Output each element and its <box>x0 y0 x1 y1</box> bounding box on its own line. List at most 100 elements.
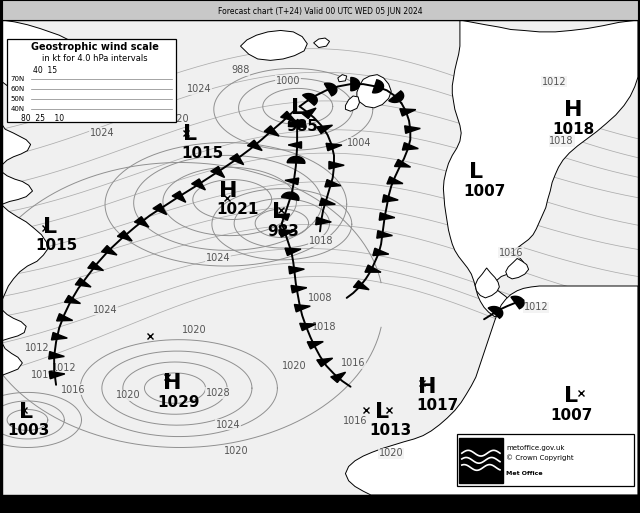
Text: 1018: 1018 <box>549 136 574 146</box>
Text: 1020: 1020 <box>379 448 404 458</box>
Text: 1024: 1024 <box>93 305 117 315</box>
Text: 1016: 1016 <box>499 248 523 258</box>
Polygon shape <box>329 162 344 169</box>
Text: 1017: 1017 <box>417 398 459 413</box>
Polygon shape <box>506 259 529 279</box>
Text: 1016: 1016 <box>343 417 367 426</box>
Polygon shape <box>511 297 524 309</box>
Polygon shape <box>294 305 310 312</box>
Polygon shape <box>383 195 398 202</box>
Polygon shape <box>117 231 132 241</box>
Polygon shape <box>88 262 104 270</box>
Text: 1024: 1024 <box>216 420 240 430</box>
Polygon shape <box>317 125 332 133</box>
Polygon shape <box>172 191 186 202</box>
Polygon shape <box>303 93 317 105</box>
Polygon shape <box>2 125 31 165</box>
Text: 1021: 1021 <box>216 203 259 218</box>
Polygon shape <box>488 307 503 318</box>
Polygon shape <box>324 83 337 96</box>
Polygon shape <box>65 295 81 304</box>
Text: 1016: 1016 <box>61 385 86 394</box>
Text: 40N: 40N <box>10 106 24 112</box>
Text: 1012: 1012 <box>52 363 77 373</box>
Polygon shape <box>241 30 307 61</box>
Text: Met Office: Met Office <box>506 470 543 476</box>
Text: 60N: 60N <box>10 86 24 92</box>
Text: 80  25    10: 80 25 10 <box>21 114 64 123</box>
Text: 1020: 1020 <box>182 325 206 334</box>
Text: H: H <box>218 181 237 201</box>
Text: H: H <box>417 377 436 397</box>
Text: metoffice.gov.uk
© Crown Copyright: metoffice.gov.uk © Crown Copyright <box>506 445 574 461</box>
Polygon shape <box>279 230 295 237</box>
Text: L: L <box>375 402 389 422</box>
Polygon shape <box>2 20 72 111</box>
Polygon shape <box>2 343 22 376</box>
Polygon shape <box>56 313 73 321</box>
Polygon shape <box>338 74 347 82</box>
Polygon shape <box>2 205 48 300</box>
Text: 1020: 1020 <box>282 361 307 371</box>
Text: 1007: 1007 <box>463 184 505 199</box>
Polygon shape <box>388 91 404 103</box>
Text: 40  15: 40 15 <box>33 66 57 75</box>
Text: 1024: 1024 <box>90 128 115 138</box>
Text: 1000: 1000 <box>276 76 300 86</box>
Polygon shape <box>301 108 316 119</box>
Polygon shape <box>317 358 333 367</box>
Polygon shape <box>300 323 316 330</box>
Bar <box>7 39 175 122</box>
Text: 988: 988 <box>231 65 250 75</box>
Polygon shape <box>319 198 335 205</box>
Polygon shape <box>353 281 369 290</box>
Polygon shape <box>51 332 67 340</box>
Text: 1029: 1029 <box>157 395 200 410</box>
Text: 1016: 1016 <box>341 358 365 368</box>
Polygon shape <box>211 166 225 177</box>
Text: 1028: 1028 <box>206 388 230 398</box>
Polygon shape <box>289 266 305 274</box>
Text: 70N: 70N <box>10 76 24 82</box>
Text: 1024: 1024 <box>206 253 230 264</box>
Polygon shape <box>372 80 383 93</box>
Polygon shape <box>404 126 420 133</box>
Polygon shape <box>394 160 410 167</box>
Polygon shape <box>444 20 638 317</box>
Polygon shape <box>49 351 65 359</box>
Text: L: L <box>291 98 305 118</box>
Text: 983: 983 <box>267 224 299 239</box>
Text: 1015: 1015 <box>181 146 223 161</box>
Text: 1020: 1020 <box>164 114 189 124</box>
Polygon shape <box>76 278 91 287</box>
Text: H: H <box>564 100 582 120</box>
Polygon shape <box>2 310 26 341</box>
Polygon shape <box>377 231 392 238</box>
Text: L: L <box>182 124 196 144</box>
Polygon shape <box>288 120 306 127</box>
Text: 1015: 1015 <box>35 238 77 253</box>
Text: L: L <box>564 386 579 406</box>
Polygon shape <box>282 192 299 201</box>
Polygon shape <box>291 285 307 293</box>
Text: L: L <box>271 202 285 222</box>
Text: 1008: 1008 <box>308 293 332 303</box>
Text: 985: 985 <box>286 120 318 134</box>
Text: 50N: 50N <box>10 96 24 102</box>
Text: 1020: 1020 <box>224 446 248 456</box>
Bar <box>460 438 502 483</box>
Polygon shape <box>325 180 341 187</box>
Polygon shape <box>346 286 638 495</box>
Polygon shape <box>316 217 332 225</box>
Polygon shape <box>134 216 149 227</box>
Polygon shape <box>281 111 296 122</box>
Text: 1012: 1012 <box>25 343 49 353</box>
Polygon shape <box>264 126 279 136</box>
Text: 1004: 1004 <box>347 137 372 148</box>
Text: H: H <box>163 373 182 393</box>
Text: L: L <box>43 216 57 236</box>
Polygon shape <box>153 204 166 214</box>
Polygon shape <box>380 213 395 220</box>
Polygon shape <box>230 154 244 165</box>
Polygon shape <box>387 176 403 184</box>
